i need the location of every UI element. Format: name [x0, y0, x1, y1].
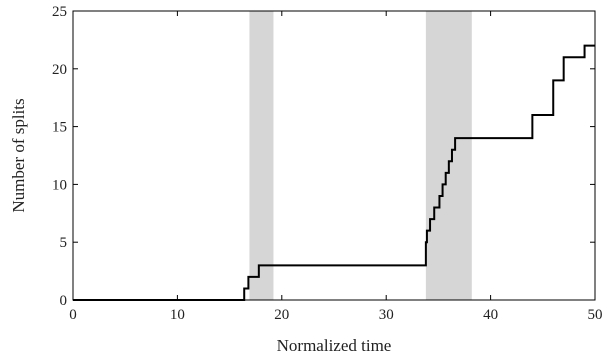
x-axis-label: Normalized time — [277, 336, 392, 355]
y-axis-ticks: 0 5 10 15 20 25 — [52, 4, 595, 309]
x-tick-label: 50 — [588, 307, 603, 323]
y-tick-label: 10 — [52, 177, 67, 193]
y-tick-label: 25 — [52, 4, 67, 20]
shaded-region-2 — [425, 11, 472, 300]
series-line — [73, 44, 595, 301]
y-tick-label: 0 — [60, 293, 68, 309]
x-tick-label: 30 — [379, 307, 394, 323]
x-tick-label: 0 — [69, 307, 77, 323]
shaded-regions — [249, 11, 472, 300]
y-tick-label: 20 — [52, 62, 67, 78]
plot-frame — [72, 10, 596, 301]
x-tick-label: 20 — [274, 307, 289, 323]
x-tick-label: 40 — [483, 307, 498, 323]
x-axis-ticks: 0 10 20 30 40 50 — [69, 11, 603, 323]
y-tick-label: 5 — [60, 235, 68, 251]
y-tick-label: 15 — [52, 120, 67, 136]
x-tick-label: 10 — [170, 307, 185, 323]
shaded-region-1 — [249, 11, 274, 300]
y-axis-label: Number of splits — [9, 98, 28, 212]
